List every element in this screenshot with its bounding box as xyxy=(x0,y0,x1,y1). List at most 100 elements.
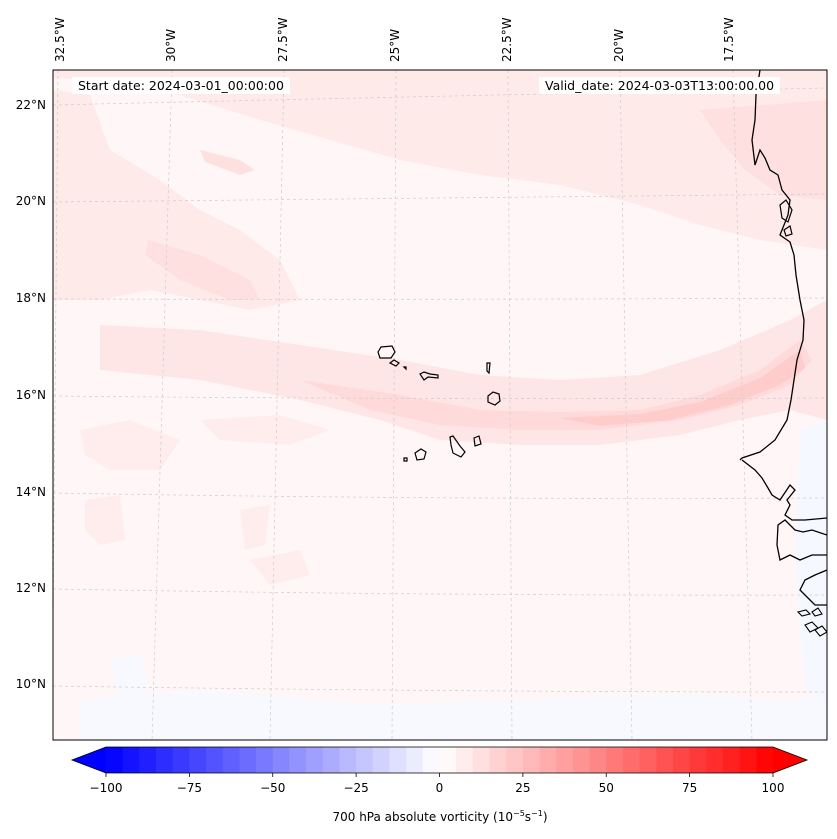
colorbar-bin xyxy=(189,747,207,773)
start-date-label: Start date: 2024-03-01_00:00:00 xyxy=(72,77,290,94)
colorbar-bin xyxy=(206,747,224,773)
colorbar-bin xyxy=(139,747,157,773)
colorbar-bin xyxy=(272,747,291,773)
island-sao-vicente xyxy=(388,359,400,367)
field-patch-3 xyxy=(240,505,270,550)
field-negative-patch-2 xyxy=(80,690,827,740)
colorbar-bin xyxy=(672,747,691,773)
colorbar-bin xyxy=(572,747,591,773)
field-negative-patch-1 xyxy=(110,655,150,700)
field-negative-patch-3 xyxy=(795,420,827,700)
field-region-north-west xyxy=(53,90,300,310)
colorbar-bin xyxy=(306,747,324,773)
island-santa-luzia xyxy=(402,366,407,371)
field-patch-1 xyxy=(80,420,180,470)
colorbar-tick-label: −50 xyxy=(260,781,286,795)
lat-label: 18°N xyxy=(15,291,46,305)
island-boa-vista xyxy=(487,391,501,406)
colorbar-bin xyxy=(322,747,341,773)
colorbar-bin xyxy=(222,747,240,773)
colorbar-label: 700 hPa absolute vorticity (10−5s−1) xyxy=(332,809,547,824)
island-brava xyxy=(403,457,408,462)
lat-label: 20°N xyxy=(15,194,46,208)
colorbar-tick-label: −25 xyxy=(343,781,369,795)
colorbar-tick-label: −100 xyxy=(89,781,123,795)
field-patch-4 xyxy=(250,550,310,585)
lon-label: 17.5°W xyxy=(722,17,736,62)
colorbar-bin xyxy=(522,747,541,773)
colorbar-label-suffix: ) xyxy=(542,810,548,824)
colorbar-bin xyxy=(506,747,524,773)
colorbar-bin xyxy=(172,747,190,773)
colorbar-bin xyxy=(339,747,357,773)
colorbar-bin xyxy=(472,747,491,773)
colorbar-extend-min xyxy=(72,747,106,773)
field-patch-5 xyxy=(200,415,330,445)
colorbar-bin xyxy=(722,747,741,773)
coastline-bijagos xyxy=(796,607,827,637)
lon-label: 20°W xyxy=(612,28,626,62)
colorbar-bin xyxy=(756,747,774,773)
field-region-ne-coast xyxy=(700,100,827,200)
lon-label: 27.5°W xyxy=(276,17,290,62)
colorbar-bin xyxy=(622,747,641,773)
colorbar-bin xyxy=(156,747,174,773)
coastline-mauritania xyxy=(739,70,805,461)
colorbar-bin xyxy=(422,747,441,773)
colorbar-bin xyxy=(689,747,707,773)
island-sao-nicolau xyxy=(419,371,439,381)
island-maio xyxy=(473,435,482,447)
colorbar-bin xyxy=(489,747,507,773)
coastline-senegal xyxy=(741,459,827,521)
cape-verde-islands xyxy=(377,345,501,462)
colorbar-bin xyxy=(122,747,140,773)
colorbar-bin xyxy=(256,747,274,773)
island-santiago xyxy=(449,435,466,458)
colorbar-bin xyxy=(456,747,474,773)
lon-label: 32.5°W xyxy=(53,17,67,62)
coastline-gambia-guinea xyxy=(776,519,827,606)
lon-label: 22.5°W xyxy=(500,17,514,62)
colorbar-tick-label: 25 xyxy=(515,781,531,795)
field-region-north xyxy=(53,70,827,250)
colorbar-bin xyxy=(539,747,557,773)
gridlines xyxy=(53,70,827,740)
colorbar-extend-max xyxy=(773,747,807,773)
colorbar-tick-label: 50 xyxy=(598,781,614,795)
lat-label: 16°N xyxy=(15,388,46,402)
colorbar-tick-label: 100 xyxy=(761,781,785,795)
colorbar-bin xyxy=(289,747,307,773)
field-streak-west xyxy=(145,240,260,300)
colorbar-bin xyxy=(406,747,424,773)
valid-date-label: Valid_date: 2024-03-03T13:00:00.00 xyxy=(539,77,781,94)
lat-label: 14°N xyxy=(15,485,46,499)
colorbar-bin xyxy=(439,747,457,773)
lat-label: 12°N xyxy=(15,581,46,595)
colorbar-bin xyxy=(639,747,657,773)
lat-label: 22°N xyxy=(15,98,46,112)
colorbar-label-mid: s xyxy=(524,810,532,824)
vorticity-field xyxy=(53,70,827,740)
field-streak-nw xyxy=(200,150,255,175)
colorbar-bin xyxy=(656,747,674,773)
lon-label: 25°W xyxy=(388,28,402,62)
colorbar-bin xyxy=(556,747,574,773)
coastline-north-top xyxy=(779,199,793,237)
island-sal xyxy=(486,362,491,375)
island-santo-antao xyxy=(377,345,396,359)
colorbar-bin xyxy=(739,747,757,773)
colorbar-tick-label: 0 xyxy=(435,781,444,795)
island-fogo xyxy=(414,448,427,461)
lon-label: 30°W xyxy=(164,28,178,62)
field-band-core xyxy=(560,350,805,426)
colorbar-bin xyxy=(589,747,607,773)
colorbar-tick-label: −75 xyxy=(176,781,203,795)
colorbar-tick-label: 75 xyxy=(681,781,698,795)
field-patch-2 xyxy=(85,495,125,545)
colorbar-label-prefix: 700 hPa absolute vorticity (10 xyxy=(332,810,513,824)
colorbar-bin xyxy=(106,747,124,773)
colorbar-bin xyxy=(356,747,374,773)
colorbar-bin xyxy=(239,747,257,773)
colorbar-label-exp2: −1 xyxy=(531,809,543,818)
